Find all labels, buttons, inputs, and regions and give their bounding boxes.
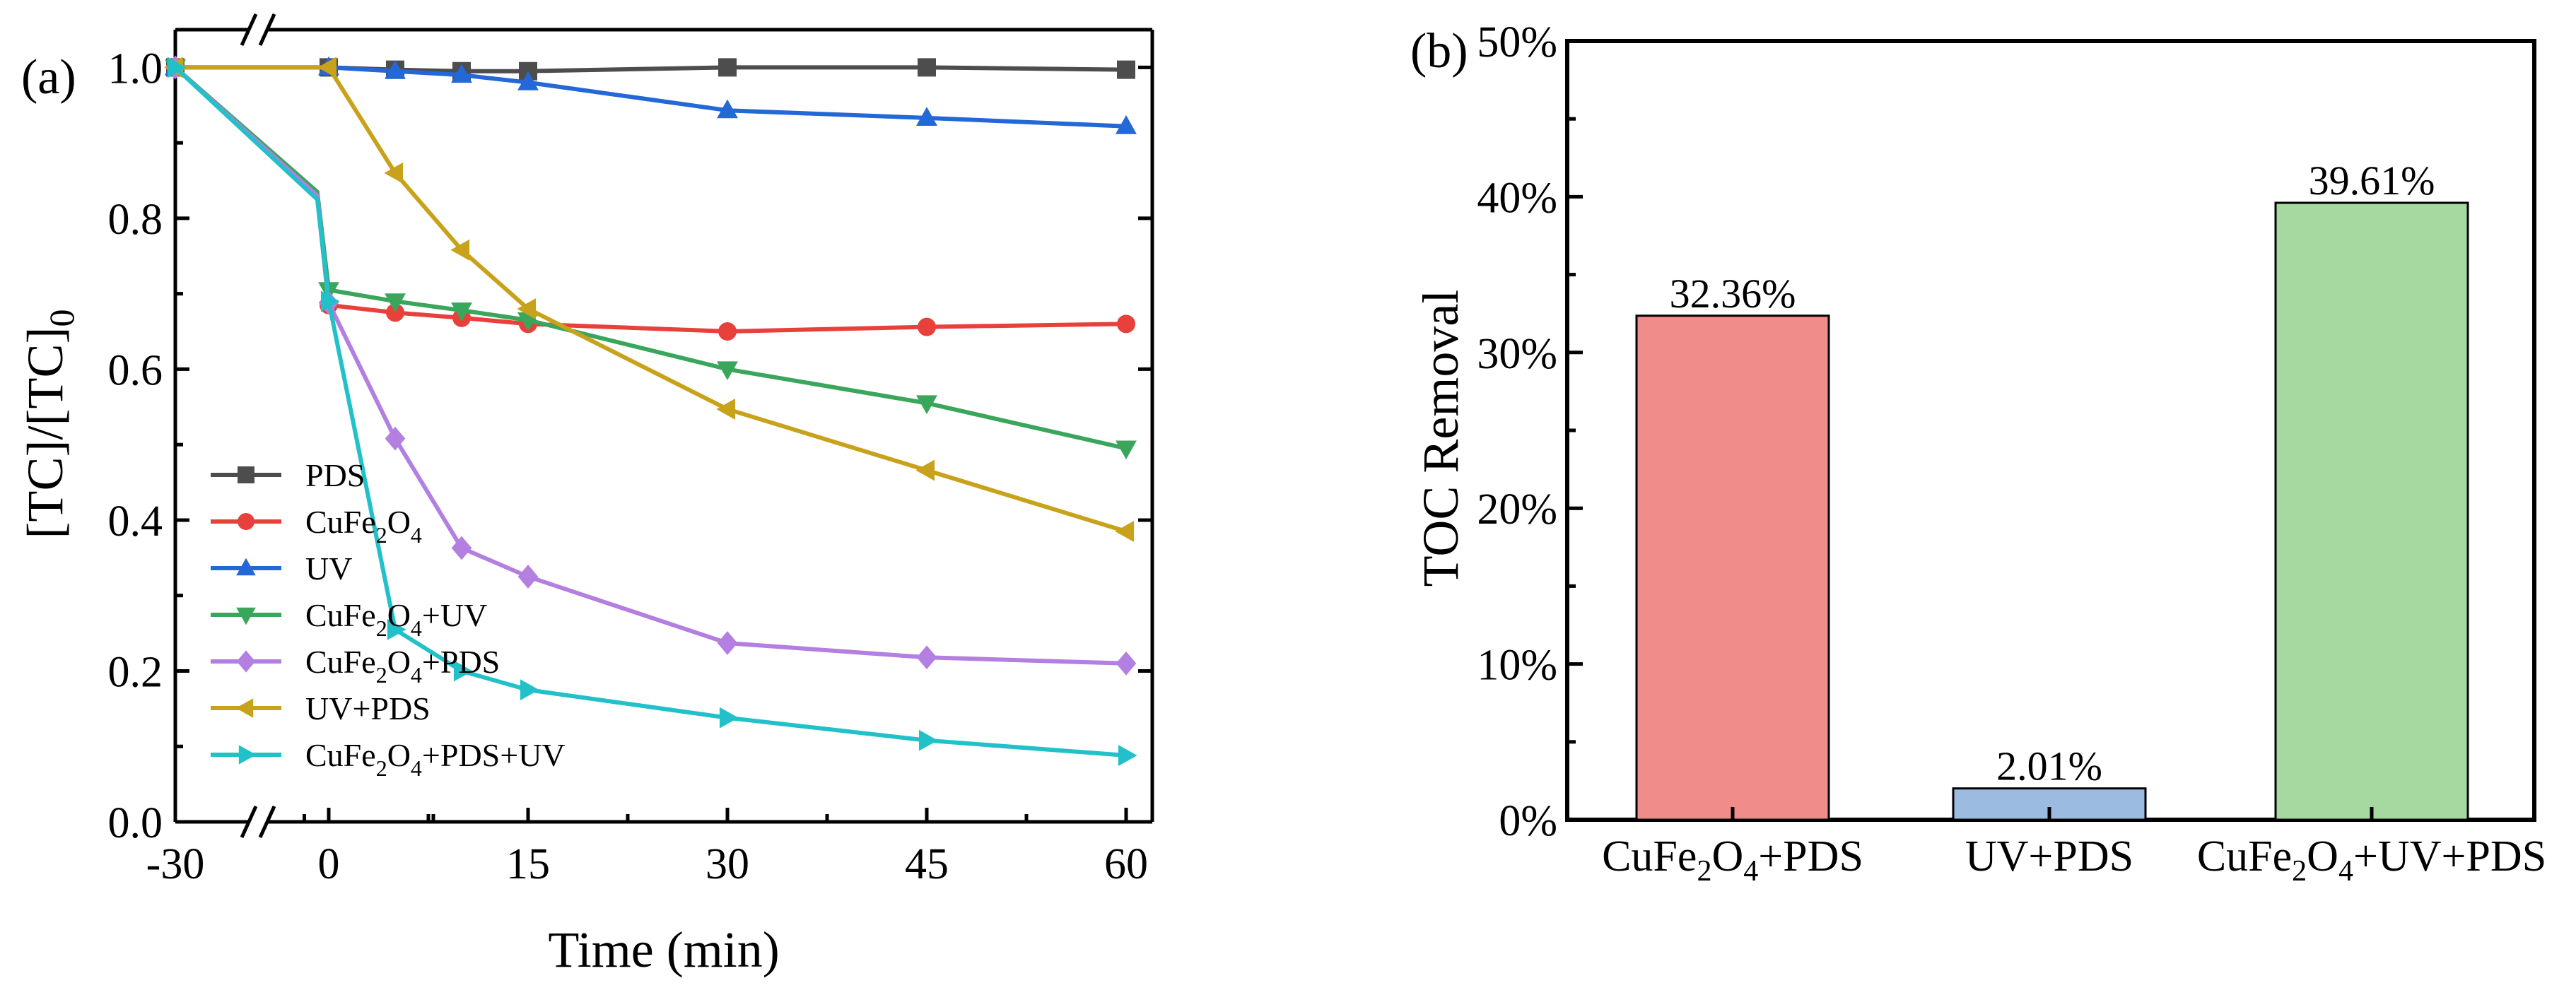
data-point <box>916 107 937 126</box>
data-point <box>451 64 472 83</box>
legend-label: CuFe2O4 <box>305 504 422 548</box>
x-category-label: UV+PDS <box>1965 832 2133 881</box>
legend-label: UV+PDS <box>305 690 431 726</box>
y-tick-label: 30% <box>1477 330 1557 378</box>
axis-break-mark <box>240 13 258 47</box>
data-point <box>451 536 472 560</box>
x-tick-label: 0 <box>318 840 340 888</box>
data-point <box>915 459 935 481</box>
legend-marker <box>236 650 256 673</box>
data-point <box>320 290 340 312</box>
data-point <box>718 322 737 341</box>
x-tick-label: -30 <box>146 840 205 888</box>
legend-marker <box>236 558 256 576</box>
y-tick-label: 0.0 <box>108 799 163 847</box>
legend-label: CuFe2O4+PDS <box>305 644 500 688</box>
data-point <box>719 707 739 729</box>
data-point <box>386 303 404 322</box>
data-point <box>718 58 737 77</box>
data-point <box>387 618 406 640</box>
data-point <box>450 239 470 261</box>
data-point <box>1117 314 1135 334</box>
axis-break-mark <box>258 805 276 839</box>
data-point <box>517 71 539 90</box>
bar-value-label: 2.01% <box>1996 743 2102 789</box>
series-line <box>175 65 1127 534</box>
y-axis-title: [TC]/[TC]0 <box>17 310 81 539</box>
y-tick-label: 0.6 <box>108 346 163 394</box>
bar-CuFe2O4+PDS <box>1635 314 1830 821</box>
bar-CuFe2O4+UV+PDS <box>2274 201 2469 821</box>
data-point <box>918 58 936 77</box>
y-tick-label: 40% <box>1477 174 1557 222</box>
panel-label-b: (b) <box>1410 24 1468 78</box>
x-tick-label: 30 <box>706 840 749 888</box>
data-point <box>520 679 539 701</box>
data-point <box>317 57 337 78</box>
data-point <box>717 631 738 655</box>
y-tick-label: 0.8 <box>108 196 163 244</box>
legend-marker <box>238 513 254 530</box>
panel-b-bar-chart: 0% 10% 20% 30% 40% 50% 32.36% CuFe2O4+PDS 2.01% U… <box>1410 18 2546 888</box>
y-tick-label: 50% <box>1477 18 1557 66</box>
panel-a-line-chart: 0.0 0.2 0.4 0.6 0.8 1.0 -30 0 15 30 45 60 PDS CuFe2O4… <box>17 13 1154 978</box>
y-tick-label: 0.2 <box>108 648 163 696</box>
x-category-label: CuFe2O4+UV+PDS <box>2197 832 2546 888</box>
panel-label-a: (a) <box>21 50 76 105</box>
legend-label: UV <box>305 550 352 587</box>
data-point <box>517 565 539 589</box>
data-point <box>918 317 936 336</box>
data-point <box>167 57 187 78</box>
data-point <box>519 61 537 81</box>
legend-marker <box>236 607 256 625</box>
x-tick-label: 60 <box>1104 840 1148 888</box>
data-point <box>1116 115 1137 134</box>
series-line <box>175 65 1127 129</box>
data-point <box>717 99 738 119</box>
legend-label: CuFe2O4+PDS+UV <box>305 737 566 781</box>
y-tick-label: 0.4 <box>108 497 163 546</box>
data-point <box>1118 745 1137 766</box>
y-tick-label: 20% <box>1477 485 1557 534</box>
x-tick-label: 45 <box>905 840 949 888</box>
data-point <box>517 298 537 319</box>
data-point <box>384 162 404 184</box>
data-point <box>385 426 406 451</box>
bar-value-label: 39.61% <box>2309 158 2435 204</box>
data-point <box>451 302 472 322</box>
data-point <box>1115 521 1135 542</box>
legend-label: CuFe2O4+UV <box>305 597 487 641</box>
axis-break-mark <box>240 805 258 839</box>
y-tick-label: 10% <box>1477 642 1557 690</box>
data-point <box>385 60 406 79</box>
y-axis-title: TOC Removal <box>1412 290 1469 587</box>
bar-value-label: 32.36% <box>1670 271 1796 317</box>
legend-marker <box>238 466 254 483</box>
y-tick-label: 1.0 <box>108 45 163 93</box>
series-CuFe2O4+PDS+UV <box>167 57 1137 766</box>
data-point <box>916 645 937 670</box>
legend-label: PDS <box>305 457 365 493</box>
data-point <box>1116 651 1137 676</box>
data-point <box>385 293 406 312</box>
x-tick-label: 15 <box>506 840 550 888</box>
data-point <box>916 395 937 415</box>
data-point <box>918 729 938 751</box>
data-point <box>1116 440 1137 460</box>
data-point <box>717 361 738 381</box>
x-category-label: CuFe2O4+PDS <box>1602 832 1863 888</box>
x-axis-title: Time (min) <box>548 921 779 978</box>
data-point <box>716 399 736 420</box>
data-point <box>1117 60 1135 79</box>
legend-marker <box>238 745 257 765</box>
axis-break-mark <box>258 13 276 47</box>
legend-marker <box>235 698 254 718</box>
data-point <box>453 660 473 682</box>
series-line <box>174 66 1127 451</box>
y-tick-label: 0% <box>1499 797 1557 845</box>
